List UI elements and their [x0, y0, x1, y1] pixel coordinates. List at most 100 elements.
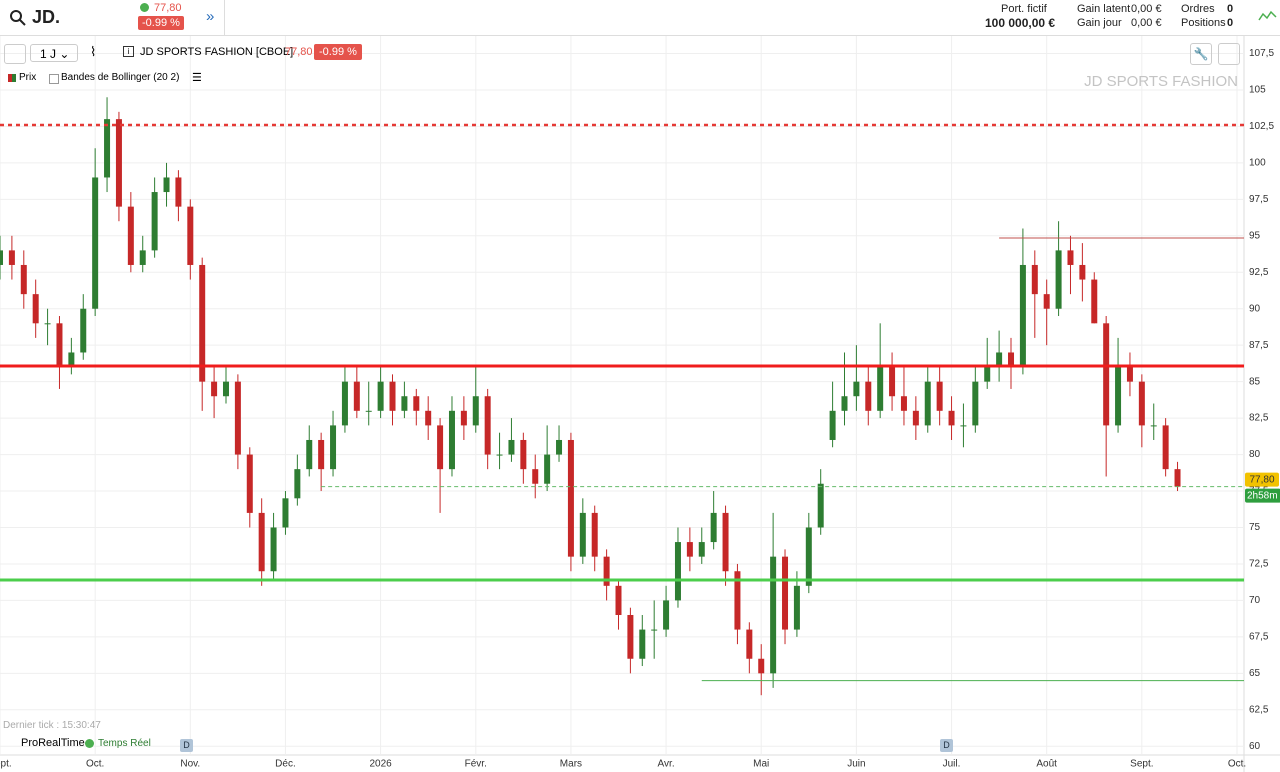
- candle-body: [758, 658, 765, 674]
- candle-body: [437, 425, 444, 470]
- candle-body: [44, 323, 51, 325]
- x-tick-label: Juil.: [943, 759, 961, 770]
- y-tick-label: 70: [1249, 595, 1261, 606]
- candle-body: [270, 527, 277, 572]
- candle-body: [282, 498, 289, 528]
- positions-label: Positions: [1181, 17, 1226, 29]
- y-tick-label: 60: [1249, 741, 1261, 752]
- candle-body: [20, 264, 27, 295]
- settings-button[interactable]: 🔧: [1190, 43, 1212, 65]
- candle-body: [627, 614, 634, 659]
- indicator-button[interactable]: ⌇: [90, 44, 97, 59]
- candle-body: [651, 629, 658, 631]
- candle-body: [294, 469, 301, 499]
- x-tick-label: Sept.: [1130, 759, 1153, 770]
- window-button[interactable]: [1218, 43, 1240, 65]
- candle-body: [984, 367, 991, 382]
- candle-body: [246, 454, 253, 513]
- price-legend-swatch: [8, 74, 16, 82]
- symbol-panel: [0, 0, 225, 35]
- candle-body: [1174, 469, 1181, 487]
- legend-indicator[interactable]: Bandes de Bollinger (20 2): [61, 72, 180, 83]
- candle-body: [663, 600, 670, 630]
- candle-body: [472, 396, 479, 426]
- x-tick-label: Mars: [560, 759, 582, 770]
- y-tick-label: 67,5: [1249, 632, 1269, 643]
- y-tick-label: 65: [1249, 668, 1261, 679]
- y-tick-label: 85: [1249, 376, 1261, 387]
- x-tick-label: Déc.: [275, 759, 296, 770]
- portfolio-label: Port. fictif: [1001, 3, 1047, 15]
- last-tick: Dernier tick : 15:30:47: [3, 720, 101, 731]
- candle-body: [1043, 294, 1050, 309]
- x-tick-label: Oct.: [1228, 759, 1246, 770]
- x-tick-label: Avr.: [658, 759, 675, 770]
- candle-body: [1115, 367, 1122, 426]
- candle-body: [877, 367, 884, 411]
- candle-body: [0, 250, 3, 265]
- candle-body: [330, 425, 337, 470]
- toolbar-price: 77,80: [285, 46, 313, 58]
- gain-latent-label: Gain latent: [1077, 3, 1131, 15]
- candle-body: [1162, 425, 1169, 470]
- period-select[interactable]: 1 J ⌄: [30, 44, 78, 62]
- candle-body: [972, 381, 979, 426]
- x-tick-label: Oct.: [86, 759, 104, 770]
- change: -0.99 %: [138, 16, 184, 30]
- symbol[interactable]: JD.: [32, 7, 61, 27]
- search-icon[interactable]: [9, 9, 27, 27]
- candle-body: [68, 352, 75, 368]
- provider: ProRealTime: [21, 737, 85, 749]
- dividend-marker[interactable]: D: [940, 739, 953, 752]
- positions-value: 0: [1227, 17, 1234, 29]
- candle-body: [1067, 250, 1074, 265]
- candle-body: [853, 381, 860, 397]
- candle-body: [591, 512, 598, 557]
- feed: Temps Réel: [98, 738, 151, 749]
- expand[interactable]: »: [206, 8, 215, 25]
- candle-body: [770, 556, 777, 674]
- candle-body: [674, 542, 681, 601]
- y-tick-label: 105: [1249, 85, 1266, 96]
- candle-body: [900, 396, 907, 411]
- info-icon[interactable]: i: [123, 46, 134, 57]
- orders-label: Ordres: [1181, 3, 1215, 15]
- countdown-box: [1245, 488, 1280, 503]
- candle-body: [567, 439, 574, 557]
- legend-price[interactable]: Prix: [19, 72, 37, 83]
- x-tick-label: Sept.: [0, 759, 12, 770]
- candle-body: [425, 410, 432, 426]
- candle-body: [639, 629, 646, 659]
- candle-body: [508, 439, 515, 455]
- chart-icon[interactable]: [1258, 8, 1278, 28]
- legend-checkbox[interactable]: [49, 74, 59, 84]
- legend-menu[interactable]: ☰: [192, 72, 202, 84]
- dividend-marker[interactable]: D: [180, 739, 193, 752]
- candle-body: [448, 410, 455, 470]
- candle-body: [1126, 367, 1133, 382]
- candle-body: [579, 512, 586, 557]
- y-tick-label: 72,5: [1249, 559, 1269, 570]
- candle-body: [460, 410, 467, 426]
- x-tick-label: Nov.: [180, 759, 200, 770]
- candle-body: [115, 119, 122, 207]
- candle-body: [1138, 381, 1145, 426]
- y-tick-label: 90: [1249, 303, 1261, 314]
- candle-body: [234, 381, 241, 455]
- candle-body: [496, 454, 503, 456]
- candle-body: [841, 396, 848, 411]
- candle-body: [104, 119, 111, 178]
- candle-body: [365, 410, 372, 412]
- candle-body: [805, 527, 812, 586]
- candle-body: [306, 439, 313, 470]
- feed-dot: [85, 739, 94, 748]
- candle-body: [1103, 323, 1110, 426]
- candle-body: [734, 571, 741, 630]
- drag-handle[interactable]: [4, 44, 26, 64]
- candle-body: [793, 585, 800, 630]
- candle-body: [912, 410, 919, 426]
- y-tick-label: 102,5: [1249, 121, 1274, 132]
- x-tick-label: Août: [1036, 759, 1057, 770]
- x-tick-label: Mai: [753, 759, 769, 770]
